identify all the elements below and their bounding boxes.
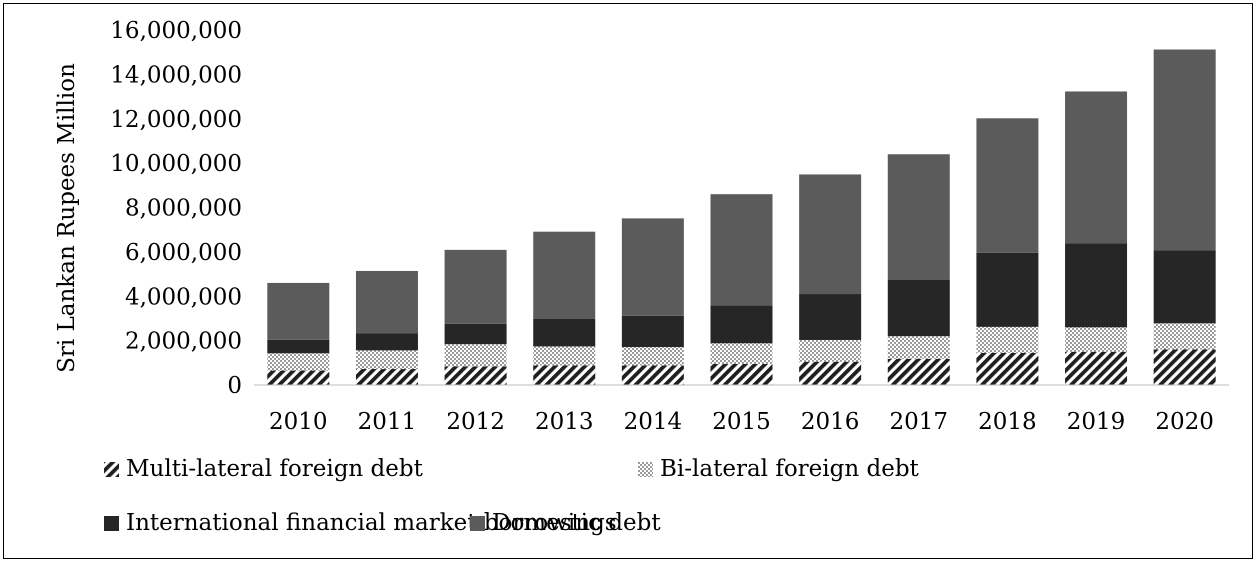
bar-stack-2016 bbox=[799, 174, 862, 385]
y-tick-label: 8,000,000 bbox=[125, 196, 242, 222]
bar-segment-international-financial-market-borrowings bbox=[444, 323, 507, 345]
bar-segment-bi-lateral-foreign-debt bbox=[799, 339, 862, 362]
bar-segment-domestic-debt bbox=[1153, 49, 1216, 251]
legend-item: Domestic debt bbox=[470, 510, 661, 536]
bar-segment-international-financial-market-borrowings bbox=[267, 339, 330, 354]
bar-stack-2010 bbox=[267, 282, 330, 385]
x-tick-label: 2014 bbox=[624, 409, 683, 435]
bar-segment-international-financial-market-borrowings bbox=[799, 294, 862, 340]
y-axis-label: Sri Lankan Rupees Million bbox=[54, 63, 80, 373]
x-tick-label: 2011 bbox=[358, 409, 417, 435]
bar-segment-bi-lateral-foreign-debt bbox=[976, 326, 1039, 353]
stacked-bar-chart: Sri Lankan Rupees Million 0 2,000,000 4,00… bbox=[54, 18, 1229, 536]
bar-segment-multi-lateral-foreign-debt bbox=[887, 358, 950, 385]
bar-segment-multi-lateral-foreign-debt bbox=[976, 352, 1039, 385]
y-tick-label: 2,000,000 bbox=[125, 329, 242, 355]
bar-segment-bi-lateral-foreign-debt bbox=[887, 336, 950, 359]
bar-segment-multi-lateral-foreign-debt bbox=[1065, 351, 1128, 385]
legend-swatch bbox=[104, 516, 119, 531]
bar-segment-domestic-debt bbox=[444, 249, 507, 324]
y-tick-label: 10,000,000 bbox=[110, 151, 242, 177]
bar-segment-multi-lateral-foreign-debt bbox=[444, 366, 507, 385]
bar-segment-multi-lateral-foreign-debt bbox=[799, 361, 862, 385]
bar-segment-international-financial-market-borrowings bbox=[621, 315, 684, 348]
legend-item: Bi-lateral foreign debt bbox=[638, 456, 920, 482]
bar-segment-domestic-debt bbox=[1065, 91, 1128, 244]
bar-segment-multi-lateral-foreign-debt bbox=[710, 363, 773, 385]
x-tick-label: 2013 bbox=[535, 409, 594, 435]
bar-stack-2012 bbox=[444, 249, 507, 385]
x-tick-label: 2012 bbox=[446, 409, 505, 435]
bar-segment-multi-lateral-foreign-debt bbox=[267, 370, 330, 385]
bar-stack-2018 bbox=[976, 118, 1039, 385]
bar-stack-2011 bbox=[355, 270, 418, 385]
bar-segment-multi-lateral-foreign-debt bbox=[355, 369, 418, 385]
y-axis-ticks: 0 2,000,000 4,000,000 6,000,000 8,000,000 10,… bbox=[110, 18, 242, 399]
y-tick-label: 14,000,000 bbox=[110, 62, 242, 88]
bar-segment-bi-lateral-foreign-debt bbox=[444, 344, 507, 367]
legend-swatch bbox=[104, 462, 119, 477]
bar-segment-domestic-debt bbox=[533, 231, 596, 319]
y-tick-label: 6,000,000 bbox=[125, 240, 242, 266]
bar-segment-domestic-debt bbox=[976, 118, 1039, 253]
bar-segment-international-financial-market-borrowings bbox=[976, 252, 1039, 327]
chart-frame: Sri Lankan Rupees Million 0 2,000,000 4,00… bbox=[3, 3, 1253, 559]
x-axis-ticks: 2010 2011 2012 2013 2014 2015 2016 2017 2018 2019… bbox=[269, 409, 1214, 435]
x-tick-label: 2016 bbox=[801, 409, 860, 435]
bar-segment-domestic-debt bbox=[887, 154, 950, 280]
bar-stack-2014 bbox=[621, 218, 684, 385]
x-tick-label: 2019 bbox=[1067, 409, 1126, 435]
legend-swatch bbox=[638, 462, 653, 477]
bar-segment-domestic-debt bbox=[355, 270, 418, 334]
bar-segment-domestic-debt bbox=[799, 174, 862, 295]
bar-segment-international-financial-market-borrowings bbox=[533, 318, 596, 347]
y-tick-label: 16,000,000 bbox=[110, 18, 242, 44]
y-tick-label: 4,000,000 bbox=[125, 284, 242, 310]
legend-item: International financial market borrowing… bbox=[104, 510, 617, 536]
y-tick-label: 12,000,000 bbox=[110, 107, 242, 133]
bar-segment-bi-lateral-foreign-debt bbox=[1065, 327, 1128, 352]
bar-segment-bi-lateral-foreign-debt bbox=[355, 350, 418, 370]
bar-segment-multi-lateral-foreign-debt bbox=[1153, 349, 1216, 385]
y-tick-label: 0 bbox=[227, 373, 242, 399]
legend-item: Multi-lateral foreign debt bbox=[104, 456, 424, 482]
legend-label: Multi-lateral foreign debt bbox=[126, 456, 424, 482]
x-tick-label: 2010 bbox=[269, 409, 328, 435]
legend-swatch bbox=[470, 516, 485, 531]
x-tick-label: 2015 bbox=[712, 409, 771, 435]
bar-segment-international-financial-market-borrowings bbox=[710, 305, 773, 344]
legend-label: International financial market borrowing… bbox=[126, 510, 617, 536]
x-tick-label: 2020 bbox=[1155, 409, 1214, 435]
bar-segment-international-financial-market-borrowings bbox=[887, 279, 950, 337]
bar-segment-international-financial-market-borrowings bbox=[355, 333, 418, 351]
x-tick-label: 2017 bbox=[889, 409, 948, 435]
bar-segment-domestic-debt bbox=[621, 218, 684, 316]
bar-segment-bi-lateral-foreign-debt bbox=[1153, 323, 1216, 350]
bars bbox=[267, 49, 1216, 385]
bar-segment-international-financial-market-borrowings bbox=[1065, 243, 1128, 328]
bar-segment-bi-lateral-foreign-debt bbox=[621, 347, 684, 366]
bar-segment-multi-lateral-foreign-debt bbox=[621, 365, 684, 385]
x-tick-label: 2018 bbox=[978, 409, 1037, 435]
bar-segment-domestic-debt bbox=[710, 194, 773, 306]
bar-stack-2020 bbox=[1153, 49, 1216, 385]
bar-segment-bi-lateral-foreign-debt bbox=[267, 353, 330, 371]
legend-label: Bi-lateral foreign debt bbox=[660, 456, 920, 482]
bar-segment-bi-lateral-foreign-debt bbox=[710, 343, 773, 364]
legend: Multi-lateral foreign debt Bi-lateral for… bbox=[104, 456, 920, 536]
legend-label: Domestic debt bbox=[492, 510, 661, 536]
bar-stack-2017 bbox=[887, 154, 950, 385]
bar-segment-international-financial-market-borrowings bbox=[1153, 250, 1216, 324]
bar-segment-multi-lateral-foreign-debt bbox=[533, 365, 596, 385]
bar-segment-bi-lateral-foreign-debt bbox=[533, 346, 596, 366]
bar-stack-2013 bbox=[533, 231, 596, 385]
bar-stack-2019 bbox=[1065, 91, 1128, 385]
bar-segment-domestic-debt bbox=[267, 282, 330, 340]
bar-stack-2015 bbox=[710, 194, 773, 385]
